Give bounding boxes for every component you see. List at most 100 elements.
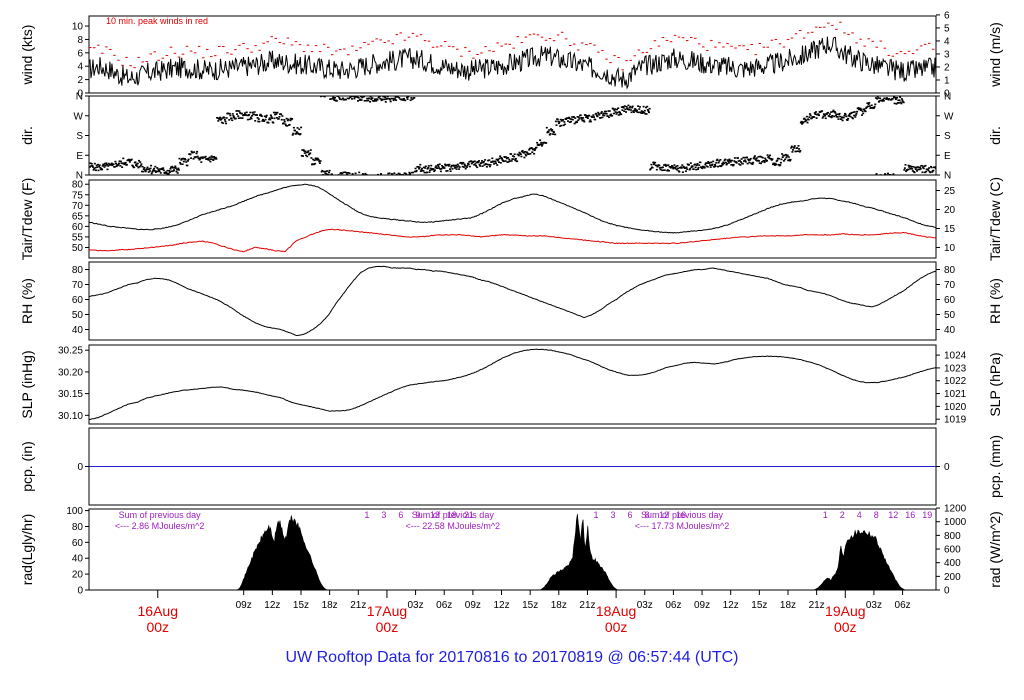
panel-frame	[88, 95, 937, 176]
dir-point	[116, 164, 119, 167]
dir-point	[312, 158, 315, 161]
dir-point	[625, 105, 628, 108]
dir-point	[664, 163, 667, 166]
dir-point	[318, 160, 321, 163]
dir-point	[728, 158, 731, 161]
dir-point	[327, 174, 330, 175]
dir-point	[784, 153, 787, 156]
dir-point	[228, 112, 231, 115]
dir-point	[621, 109, 624, 111]
dir-point	[631, 106, 634, 109]
dir-point	[492, 161, 495, 163]
dir-point	[861, 114, 863, 116]
dir-point	[201, 157, 204, 160]
dir-point	[122, 157, 125, 160]
dir-point	[791, 151, 794, 153]
plot-area	[89, 513, 936, 590]
dir-point	[460, 162, 463, 164]
dir-point	[675, 165, 678, 168]
dir-point	[472, 160, 475, 163]
dir-point	[523, 156, 526, 159]
dir-point	[89, 162, 92, 164]
dir-point	[344, 171, 347, 173]
dir-point	[230, 117, 233, 119]
dir-point	[137, 166, 140, 169]
dir-point	[295, 132, 298, 135]
dir-point	[496, 159, 499, 162]
dir-point	[753, 156, 756, 159]
dir-point	[689, 167, 692, 170]
dir-point	[907, 168, 909, 171]
dir-point	[285, 124, 287, 127]
dir-point	[896, 102, 899, 104]
dir-point	[897, 102, 900, 104]
x-tick-label: 12z	[264, 600, 280, 611]
dir-point	[111, 164, 114, 167]
dir-point	[637, 111, 640, 114]
dir-point	[606, 115, 609, 117]
dir-point	[181, 163, 184, 165]
dir-point	[306, 155, 309, 158]
y-tick-label: S	[76, 131, 83, 142]
dir-point	[553, 131, 555, 133]
dir-point	[577, 119, 580, 122]
ylabel-left: pcp. (in)	[19, 441, 35, 492]
dir-point	[665, 164, 668, 167]
x-tick-label: 09z	[694, 600, 710, 611]
dir-point	[672, 167, 675, 170]
dir-point	[554, 120, 557, 123]
dir-point	[144, 169, 147, 172]
dir-point	[926, 168, 929, 171]
dir-point	[567, 120, 569, 122]
dir-point	[161, 168, 164, 170]
dir-point	[626, 108, 629, 111]
dir-point	[726, 159, 729, 161]
dir-point	[297, 133, 300, 135]
x-tick-label: 21z	[350, 600, 366, 611]
dir-point	[407, 174, 410, 175]
dir-point	[318, 162, 321, 164]
dir-point	[128, 159, 131, 162]
dir-point	[890, 98, 893, 101]
dir-point	[430, 164, 433, 167]
dir-point	[148, 170, 151, 172]
y-tick-label: 50	[72, 310, 84, 321]
dir-point	[730, 159, 733, 162]
dir-point	[883, 97, 886, 100]
dir-point	[245, 111, 248, 114]
dir-point	[571, 118, 574, 121]
dir-point	[397, 172, 400, 175]
x-tick-label: 06z	[665, 600, 681, 611]
dir-point	[143, 167, 146, 169]
dir-point	[914, 166, 917, 169]
dir-point	[365, 173, 368, 175]
dir-point	[511, 155, 514, 157]
dir-point	[785, 156, 788, 159]
page-title: UW Rooftop Data for 20170816 to 20170819…	[285, 649, 739, 666]
dir-point	[496, 164, 499, 166]
dir-point	[585, 116, 588, 118]
dir-point	[559, 125, 562, 127]
dir-point	[836, 113, 839, 116]
dir-point	[887, 172, 889, 175]
dir-point	[342, 171, 345, 174]
dir-point	[798, 148, 801, 150]
x-tick-label: 06z	[895, 600, 911, 611]
dir-point	[740, 161, 742, 163]
dir-point	[138, 166, 141, 168]
dir-point	[688, 164, 690, 166]
y-tick-label: N	[76, 171, 83, 182]
right-tick-label: 70	[944, 280, 956, 291]
dir-point	[625, 111, 627, 113]
dir-point	[908, 166, 911, 168]
dir-point	[253, 113, 255, 116]
dir-point	[755, 159, 758, 161]
dir-point	[451, 168, 454, 170]
dir-point	[703, 167, 706, 169]
dir-point	[824, 115, 827, 117]
dir-point	[212, 159, 215, 161]
dir-point	[381, 98, 384, 101]
dir-point	[156, 170, 159, 173]
dir-point	[408, 171, 411, 174]
dir-point	[808, 116, 811, 118]
